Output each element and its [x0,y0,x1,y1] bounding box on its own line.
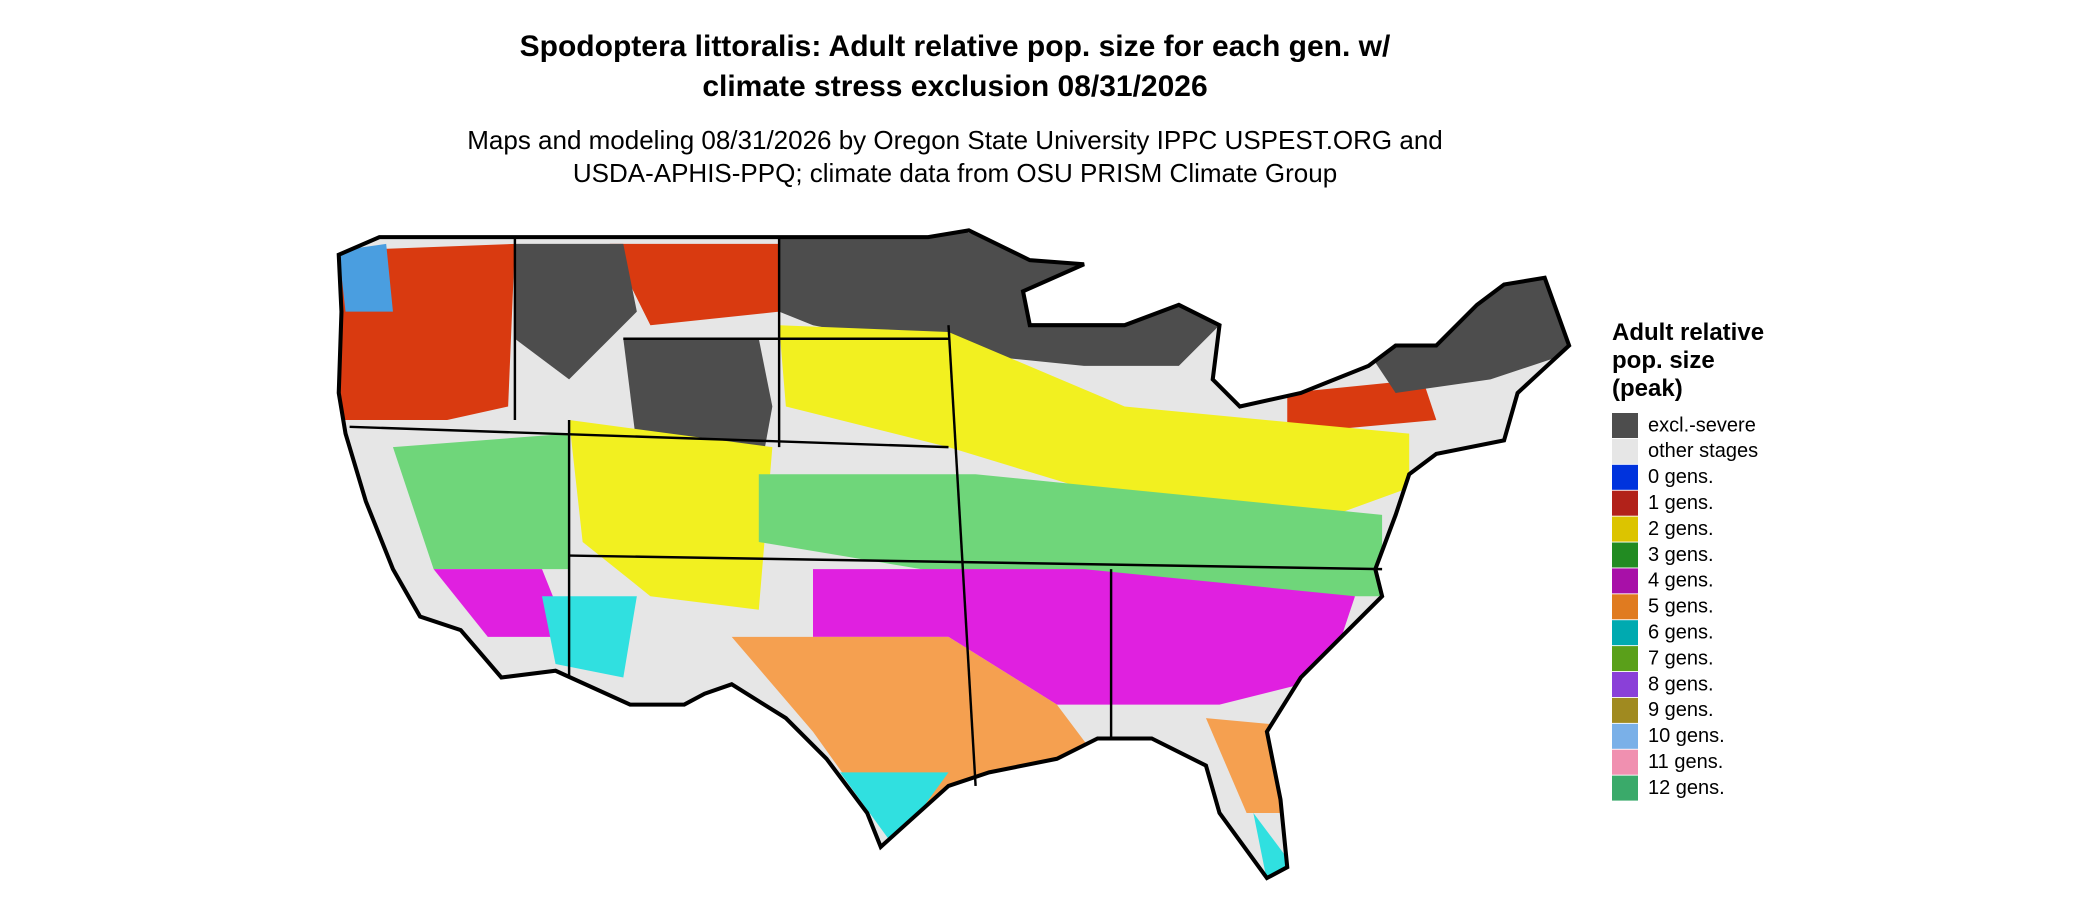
region [1368,271,1570,393]
region [514,243,637,380]
legend-label: 8 gens. [1648,673,1714,695]
legend-label: 3 gens. [1648,544,1714,566]
legend-label: excl.-severe [1648,414,1756,436]
border [349,425,949,449]
legend-swatch [1612,594,1638,620]
region [433,569,570,637]
legend-swatch [1612,749,1638,775]
title: Spodoptera littoralis: Adult relative po… [520,30,1391,63]
legend-swatch [1612,516,1638,542]
legend-swatch [1612,672,1638,697]
subtitle: USDA-APHIS-PPQ; climate data from OSU PR… [573,158,1337,188]
legend-label: 2 gens. [1648,518,1714,540]
legend-label: 5 gens. [1648,596,1714,618]
legend-label: 1 gens. [1648,492,1714,514]
legend-swatch [1612,697,1638,723]
region [1205,718,1285,813]
region [840,772,949,847]
legend-swatch [1612,490,1638,516]
region [609,243,780,326]
legend-swatch [1612,413,1638,438]
legend-label: other stages [1648,440,1758,462]
state-borders [349,237,1383,786]
region [1287,379,1437,434]
legend-swatch [1612,464,1638,490]
region [542,596,637,678]
legend-label: 7 gens. [1648,647,1714,669]
legend-swatch [1612,568,1638,594]
legend-swatch [1612,723,1638,749]
legend-swatch [1612,438,1638,464]
border [569,554,1383,571]
title: climate stress exclusion 08/31/2026 [702,70,1207,103]
legend-swatch [1612,646,1638,672]
legend-swatch [1612,775,1638,801]
legend-title: Adult relative [1612,319,1764,346]
region [569,420,773,610]
legend-label: 0 gens. [1648,466,1714,488]
legend-swatch [1612,620,1638,646]
region [338,243,393,312]
legend-label: 6 gens. [1648,621,1714,643]
legend-title: (peak) [1612,375,1683,402]
region [392,433,570,570]
legend-label: 4 gens. [1648,570,1714,592]
subtitle: Maps and modeling 08/31/2026 by Oregon S… [467,125,1443,155]
legend-swatch [1612,542,1638,568]
border [947,325,977,786]
legend-label: 12 gens. [1648,777,1725,799]
legend-label: 10 gens. [1648,725,1725,747]
legend-label: 9 gens. [1648,699,1714,721]
us-map [325,217,1585,892]
legend-label: 11 gens. [1648,751,1723,773]
legend-title: pop. size [1612,347,1715,374]
region [813,569,1355,705]
region [779,325,1410,542]
